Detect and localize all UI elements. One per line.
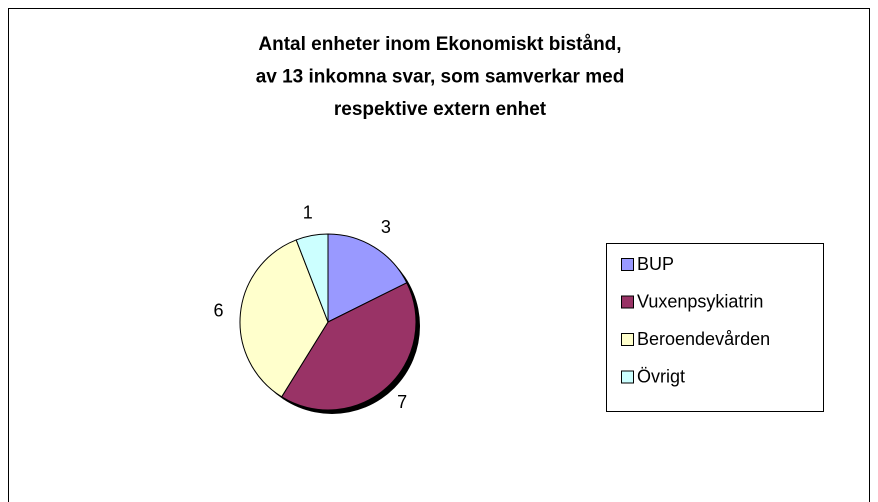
legend-label: Övrigt (637, 366, 685, 386)
pie-slice (280, 282, 417, 411)
chart-title: Antal enheter inom Ekonomiskt bistånd, (258, 34, 621, 55)
legend-box (606, 243, 824, 412)
legend-swatch (621, 258, 634, 271)
chart-title: respektive extern enhet (334, 99, 547, 120)
legend-label: Beroendevården (637, 329, 770, 349)
data-label: 6 (213, 301, 223, 321)
data-label: 7 (397, 392, 407, 412)
pie-slice (327, 233, 408, 323)
pie-slice (239, 239, 329, 398)
legend-swatch (621, 295, 634, 309)
pie-slice (295, 233, 329, 323)
data-label: 1 (303, 203, 313, 223)
legend-swatch (621, 370, 634, 384)
chart-title: av 13 inkomna svar, som samverkar med (256, 67, 625, 88)
legend-label: Vuxenpsykiatrin (637, 291, 763, 311)
legend-label: BUP (637, 254, 674, 274)
legend-swatch (621, 333, 634, 346)
data-label: 3 (381, 217, 391, 237)
